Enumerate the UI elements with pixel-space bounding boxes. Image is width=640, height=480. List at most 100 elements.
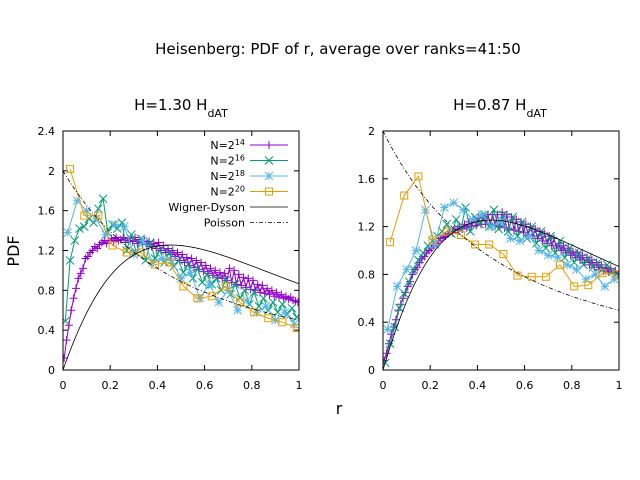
series-n-2-20-point (264, 314, 273, 323)
series-n-2-16-point (98, 194, 108, 204)
legend-swatch-marker (265, 187, 273, 196)
series-n-2-20-point (221, 282, 230, 291)
panel-2: H=0.87 HdAT 0 0.2 0.4 0.6 0.8 1 0 0.4 0.8 1.2 1.6 2 (358, 96, 623, 392)
series-n-2-14-point (258, 281, 267, 290)
x-tick-label: 0 (60, 379, 67, 392)
series-n-2-14-point (244, 274, 253, 283)
x-tick-label: 0.6 (196, 379, 214, 392)
series-poisson-curve (63, 170, 299, 321)
x-tick-label: 0.2 (421, 379, 439, 392)
y-tick-label: 0.4 (38, 324, 56, 337)
series-n-2-16-point (164, 248, 174, 257)
series-n-2-16-point (65, 256, 75, 265)
x-tick-label: 0.6 (516, 379, 534, 392)
legend-label: N=214 (210, 138, 245, 153)
series-n-2-20-point (66, 164, 75, 173)
series-n-2-18-point (591, 270, 600, 279)
series-n-2-14-point (152, 244, 161, 253)
plot-area (63, 164, 299, 370)
series-n-2-20-point (527, 272, 536, 281)
series-n-2-20-point (165, 258, 174, 267)
series-n-2-20-point (250, 308, 259, 317)
series-n-2-20-point (292, 324, 299, 333)
series-n-2-20-point (400, 191, 409, 200)
series-n-2-14-point (267, 286, 276, 295)
series-n-2-16-point (532, 238, 541, 248)
series-n-2-14-point (230, 266, 239, 275)
series-n-2-16-point (174, 256, 183, 265)
series-n-2-18-point (534, 246, 544, 255)
series-n-2-18-point (600, 281, 610, 291)
series-n-2-14-point (168, 246, 177, 255)
series-n-2-20-point (541, 272, 550, 281)
series-n-2-14-point (547, 241, 556, 250)
series-n-2-18-point (468, 215, 478, 224)
series-wigner-dyson-curve (63, 244, 299, 370)
series-n-2-20-point (612, 270, 619, 279)
series-n-2-14-point (293, 298, 299, 307)
series-n-2-14-point (182, 253, 191, 262)
series-n-2-14-point (218, 274, 227, 283)
series-n-2-16-point (63, 316, 70, 326)
series-n-2-14-point (272, 288, 281, 297)
series-n-2-16-point (385, 339, 395, 349)
series-n-2-16-point (418, 248, 428, 258)
series-n-2-16-point (569, 258, 579, 267)
series-n-2-16-point (499, 210, 508, 220)
series-n-2-16-point (541, 243, 551, 253)
series-n-2-16-point (508, 212, 518, 222)
series-n-2-14-point (67, 306, 76, 315)
series-n-2-14-point (173, 248, 182, 257)
x-tick-label: 1 (616, 379, 623, 392)
series-n-2-16-point (574, 248, 584, 258)
x-tick-label: 0.8 (563, 379, 581, 392)
series-n-2-18-point (252, 307, 261, 317)
series-n-2-16-point (249, 287, 259, 297)
series-n-2-18-point (458, 205, 468, 215)
series-n-2-16-point (560, 253, 570, 263)
series-n-2-18-point (261, 301, 271, 311)
series-n-2-20-point (499, 250, 508, 259)
series-n-2-18-point (440, 203, 449, 212)
series-n-2-18-point (543, 250, 553, 260)
series-n-2-18-point (581, 274, 591, 284)
series-n-2-20-point (278, 318, 287, 327)
series-n-2-18-point (91, 214, 101, 223)
series-n-2-18-point (280, 307, 290, 317)
series-n-2-16-point (240, 285, 250, 295)
legend-label: N=216 (210, 153, 245, 168)
series-n-2-18-point (572, 265, 581, 274)
series-n-2-14-point (63, 336, 71, 345)
series-n-2-14-point (237, 281, 246, 290)
series-n-2-18-point (430, 240, 440, 249)
x-tick-label: 0.8 (243, 379, 261, 392)
series-n-2-16-point (197, 278, 207, 287)
series-n-2-16-point (399, 289, 409, 298)
series-n-2-20-point (193, 294, 202, 303)
series-n-2-16-point (70, 236, 80, 245)
series-n-2-14-point (63, 354, 69, 363)
series-n-2-16-point (94, 204, 103, 214)
legend-label: N=220 (210, 184, 245, 199)
series-n-2-18-point (157, 254, 167, 263)
series-n-2-14-point (239, 273, 248, 282)
series-n-2-16-point (141, 256, 150, 265)
series-n-2-14-point (211, 266, 220, 275)
series-n-2-16-point (536, 227, 546, 236)
series-n-2-16-point (230, 280, 240, 289)
x-axis-label: r (336, 399, 343, 418)
y-tick-label: 0.4 (358, 316, 376, 329)
y-tick-label: 0.8 (38, 284, 56, 297)
series-n-2-16-point (268, 297, 278, 307)
series-n-2-20-point (428, 235, 437, 244)
series-n-2-16-point (75, 224, 84, 233)
series-n-2-14-point (557, 246, 566, 255)
series-n-2-20-point (122, 248, 131, 257)
series-n-2-16-point (155, 246, 165, 255)
y-tick-label: 2 (48, 165, 55, 178)
series-n-2-18-point (477, 210, 487, 220)
series-n-2-18-point (186, 268, 195, 277)
series-n-2-18-point (101, 230, 110, 239)
series-n-2-16-point (404, 277, 414, 286)
